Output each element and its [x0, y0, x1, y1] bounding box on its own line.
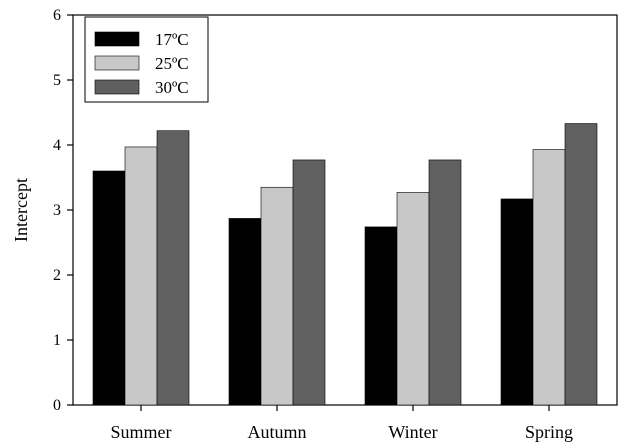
legend: 17ºC 25ºC 30ºC: [84, 16, 209, 103]
legend-swatch: [94, 55, 140, 71]
bar-autumn-1: [228, 218, 262, 406]
y-axis-ticks: 0 1 2 3 4 5 6: [53, 7, 73, 414]
plot-area: 0 1 2 3 4 5 6 Summer Autumn Winter Spring: [53, 7, 618, 442]
legend-label: 17ºC: [155, 30, 189, 49]
bar-spring-1: [500, 198, 534, 406]
y-tick-label: 1: [53, 332, 61, 349]
y-axis-title: Intercept: [11, 178, 31, 242]
legend-swatch: [94, 31, 140, 47]
legend-label: 30ºC: [155, 78, 189, 97]
bar-spring-3: [564, 123, 598, 406]
y-tick-label: 2: [53, 267, 61, 284]
bar-spring-2: [532, 149, 566, 406]
bar-summer-2: [124, 146, 158, 406]
y-tick-label: 0: [53, 397, 61, 414]
legend-swatch: [94, 79, 140, 95]
y-tick-label: 3: [53, 202, 61, 219]
bars-group: [92, 123, 598, 406]
x-category-label: Summer: [111, 422, 172, 442]
bar-winter-3: [428, 159, 462, 406]
x-category-label: Spring: [525, 422, 573, 442]
bar-autumn-3: [292, 159, 326, 406]
bar-summer-1: [92, 170, 126, 406]
legend-label: 25ºC: [155, 54, 189, 73]
bar-winter-2: [396, 192, 430, 406]
bar-winter-1: [364, 226, 398, 406]
bar-summer-3: [156, 130, 190, 406]
bar-autumn-2: [260, 186, 294, 406]
y-tick-label: 5: [53, 72, 61, 89]
y-tick-label: 4: [53, 137, 61, 154]
x-axis-ticks: Summer Autumn Winter Spring: [111, 405, 573, 442]
x-category-label: Autumn: [247, 422, 306, 442]
x-category-label: Winter: [388, 422, 437, 442]
y-tick-label: 6: [53, 7, 61, 24]
